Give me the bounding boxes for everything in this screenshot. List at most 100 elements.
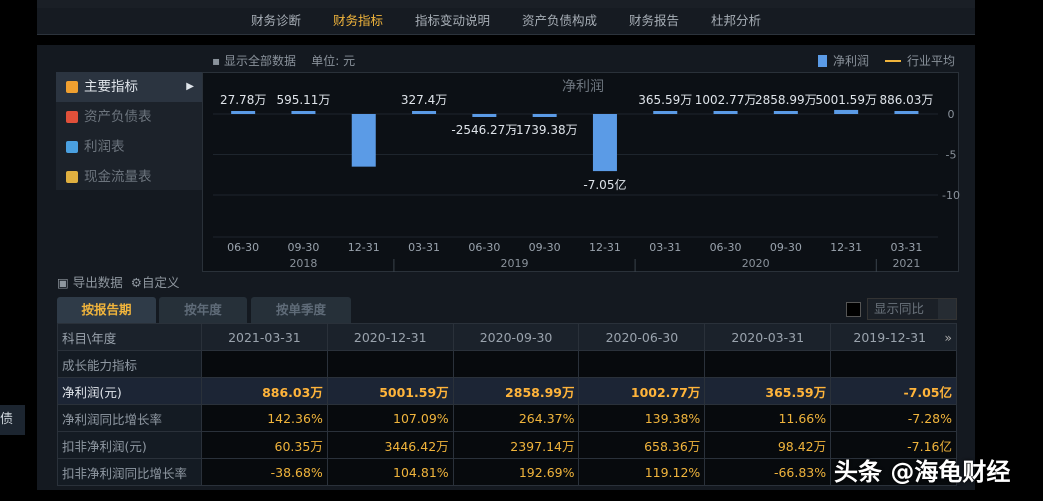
section-label: 成长能力指标 xyxy=(57,350,202,378)
double-chevron-right-icon[interactable]: » xyxy=(944,329,952,345)
show-all-label: 显示全部数据 xyxy=(223,54,296,68)
nav-item[interactable]: 财务诊断 xyxy=(250,13,301,28)
table-cell: 11.66% xyxy=(704,404,832,432)
table-cell: 119.12% xyxy=(578,458,706,486)
x-tick-label: 06-30 xyxy=(468,241,500,254)
column-header[interactable]: 2020-09-30 xyxy=(452,323,580,351)
bar[interactable] xyxy=(291,111,316,114)
legend-bar-swatch xyxy=(817,54,827,67)
column-date: 2020-03-31 xyxy=(731,329,805,345)
year-label: 2021 xyxy=(892,257,920,270)
coins-icon xyxy=(66,171,78,183)
bar-label: 365.59万 xyxy=(638,93,692,107)
bar[interactable] xyxy=(773,111,798,114)
tab-by-quarter[interactable]: 按单季度 xyxy=(251,297,351,323)
nav-item[interactable]: 杜邦分析 xyxy=(711,13,762,28)
bar-label: 2858.99万 xyxy=(755,93,817,107)
column-header[interactable]: 2019-12-31 » xyxy=(830,323,957,351)
empty-cell xyxy=(452,350,580,378)
export-label: 导出数据 xyxy=(72,275,123,290)
table-cell: 1002.77万 xyxy=(578,377,706,405)
x-tick-label: 06-30 xyxy=(710,241,742,254)
bar[interactable] xyxy=(231,111,256,114)
show-yoy-control: 显示同比 xyxy=(846,298,957,320)
nav-item[interactable]: 资产负债构成 xyxy=(522,13,598,28)
column-date: 2019-12-31 xyxy=(853,329,927,345)
bar[interactable] xyxy=(713,111,738,114)
table-cell: -66.83% xyxy=(704,458,832,486)
empty-cell xyxy=(830,350,957,378)
table-cell: 2397.14万 xyxy=(452,431,580,459)
table-cell: 365.59万 xyxy=(704,377,832,405)
bar-label: 886.03万 xyxy=(879,93,933,107)
column-header[interactable]: 2020-03-31 xyxy=(704,323,832,351)
menu-item-label: 资产负债表 xyxy=(84,109,152,125)
nav-item[interactable]: 指标变动说明 xyxy=(414,13,490,28)
table-cell: 139.38% xyxy=(578,404,706,432)
bar-label: 327.4万 xyxy=(401,93,447,107)
financial-table: 科目\年度 2021-03-31 2020-12-31 2020-09-30 2020-… xyxy=(57,323,957,486)
bar[interactable] xyxy=(532,114,557,117)
table-cell: 98.42万 xyxy=(704,431,832,459)
menu-item-label: 利润表 xyxy=(84,139,125,155)
table-cell: 2858.99万 xyxy=(452,377,580,405)
table-cell: -38.68% xyxy=(201,458,328,486)
cubes-icon xyxy=(66,141,78,153)
header-label: 科目\年度 xyxy=(57,323,202,351)
tab-by-year[interactable]: 按年度 xyxy=(159,297,247,323)
tab-by-report-period[interactable]: 按报告期 xyxy=(57,297,156,323)
chart-title: 净利润 xyxy=(562,79,604,95)
bar[interactable] xyxy=(351,114,376,167)
table-cell: 886.03万 xyxy=(201,377,328,405)
export-icon: ▣ xyxy=(57,275,69,290)
show-yoy-select[interactable]: 显示同比 xyxy=(867,298,957,320)
legend-industry-avg[interactable]: 行业平均 xyxy=(906,54,955,68)
bar[interactable] xyxy=(894,111,919,114)
empty-cell xyxy=(578,350,706,378)
bar[interactable] xyxy=(472,114,497,117)
bar[interactable] xyxy=(653,111,678,114)
x-tick-label: 06-30 xyxy=(227,241,259,254)
nav-item[interactable]: 财务报告 xyxy=(629,13,680,28)
column-date: 2021-03-31 xyxy=(228,329,301,345)
bar[interactable] xyxy=(412,111,437,114)
row-label: 净利润同比增长率 xyxy=(57,404,202,432)
bar-label: 1002.77万 xyxy=(695,93,757,107)
side-tab[interactable]: 债 xyxy=(0,405,25,435)
menu-item[interactable]: 资产负债表 xyxy=(56,102,202,132)
table-row[interactable]: 扣非净利润同比增长率 -38.68% 104.81% 192.69% 119.12% -6… xyxy=(57,458,957,486)
menu-item[interactable]: 现金流量表 xyxy=(56,162,202,192)
column-header[interactable]: 2020-06-30 xyxy=(578,323,706,351)
chevron-right-icon: ▶ xyxy=(186,81,194,92)
column-header[interactable]: 2021-03-31 xyxy=(201,323,328,351)
table-cell: 264.37% xyxy=(452,404,580,432)
customize-button[interactable]: ⚙自定义 xyxy=(131,275,180,290)
year-label: 2018 xyxy=(289,257,317,270)
column-date: 2020-09-30 xyxy=(479,329,553,345)
show-yoy-checkbox[interactable] xyxy=(846,301,861,317)
table-cell: 107.09% xyxy=(326,404,454,432)
row-label: 扣非净利润同比增长率 xyxy=(57,458,202,486)
column-date: 2020-06-30 xyxy=(605,329,679,345)
table-row[interactable]: 扣非净利润(元) 60.35万 3446.42万 2397.14万 658.36万 98.… xyxy=(57,431,957,459)
bar[interactable] xyxy=(834,109,859,114)
bar[interactable] xyxy=(592,114,617,172)
bar-label: -2546.27万 xyxy=(451,123,517,137)
menu-item[interactable]: 利润表 xyxy=(56,132,202,162)
table-cell: -7.05亿 xyxy=(830,377,957,405)
table-row[interactable]: 净利润同比增长率 142.36% 107.09% 264.37% 139.38% 11.6… xyxy=(57,404,957,432)
export-data-button[interactable]: ▣ 导出数据 xyxy=(57,275,123,290)
show-all-data-toggle[interactable]: ▪ 显示全部数据 xyxy=(212,54,296,68)
net-profit-chart: 净利润 0 -5 -10 27.78万 06-30 595.11万 09-30 12-31 327… xyxy=(202,72,960,272)
x-tick-label: 03-31 xyxy=(890,241,922,254)
menu-item[interactable]: 主要指标 ▶ xyxy=(56,72,202,102)
table-row[interactable]: 净利润(元) 886.03万 5001.59万 2858.99万 1002.77万 365… xyxy=(57,377,957,405)
bar-label: -1739.38万 xyxy=(512,123,578,137)
legend-net-profit[interactable]: 净利润 xyxy=(832,54,869,68)
bar-label: -7.05亿 xyxy=(583,177,626,192)
column-header[interactable]: 2020-12-31 xyxy=(326,323,454,351)
table-cell: 192.69% xyxy=(452,458,580,486)
x-tick-label: 09-30 xyxy=(287,241,319,254)
nav-item[interactable]: 财务指标 xyxy=(332,13,383,28)
left-menu: 主要指标 ▶ 资产负债表利润表现金流量表 xyxy=(56,72,202,190)
